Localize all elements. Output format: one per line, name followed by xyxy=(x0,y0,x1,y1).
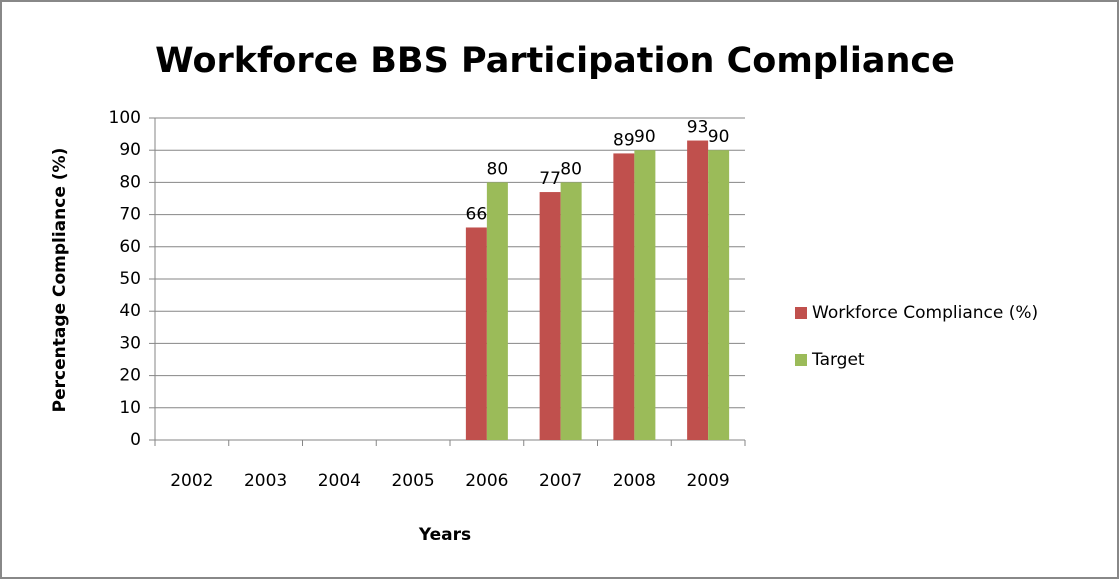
y-tick-label: 0 xyxy=(130,430,141,450)
y-tick-label: 10 xyxy=(119,398,141,418)
data-label: 90 xyxy=(708,127,730,147)
y-tick-label: 20 xyxy=(119,366,141,386)
x-tick-label: 2003 xyxy=(244,471,287,491)
y-tick-label: 50 xyxy=(119,269,141,289)
bar xyxy=(687,140,709,441)
y-tick-label: 70 xyxy=(119,205,141,225)
data-label: 93 xyxy=(687,118,709,138)
data-label: 66 xyxy=(466,204,488,224)
y-tick-label: 30 xyxy=(119,333,141,353)
chart-title: Workforce BBS Participation Compliance xyxy=(155,41,955,81)
legend-label: Target xyxy=(811,350,865,370)
bar xyxy=(634,150,656,440)
x-tick-label: 2004 xyxy=(318,471,361,491)
data-label: 89 xyxy=(613,130,635,150)
y-tick-label: 100 xyxy=(109,108,141,128)
x-tick-label: 2005 xyxy=(391,471,434,491)
x-tick-label: 2009 xyxy=(686,471,729,491)
y-tick-label: 90 xyxy=(119,140,141,160)
bar xyxy=(560,182,582,440)
y-tick-label: 40 xyxy=(119,301,141,321)
data-label: 77 xyxy=(539,169,561,189)
y-tick-label: 80 xyxy=(119,172,141,192)
legend-swatch xyxy=(795,307,807,319)
x-tick-label: 2002 xyxy=(170,471,213,491)
y-tick-label: 60 xyxy=(119,237,141,257)
x-tick-label: 2008 xyxy=(613,471,656,491)
data-label: 80 xyxy=(560,159,582,179)
data-label: 90 xyxy=(634,127,656,147)
bar xyxy=(539,192,561,440)
legend-swatch xyxy=(795,354,807,366)
legend-label: Workforce Compliance (%) xyxy=(812,303,1038,323)
x-tick-label: 2007 xyxy=(539,471,582,491)
bar xyxy=(613,153,635,441)
y-axis-title: Percentage Compliance (%) xyxy=(50,148,70,413)
bar xyxy=(465,227,487,440)
bar xyxy=(708,150,730,440)
x-axis-title: Years xyxy=(418,525,471,545)
bar xyxy=(486,182,508,440)
data-label: 80 xyxy=(487,159,509,179)
x-tick-label: 2006 xyxy=(465,471,508,491)
